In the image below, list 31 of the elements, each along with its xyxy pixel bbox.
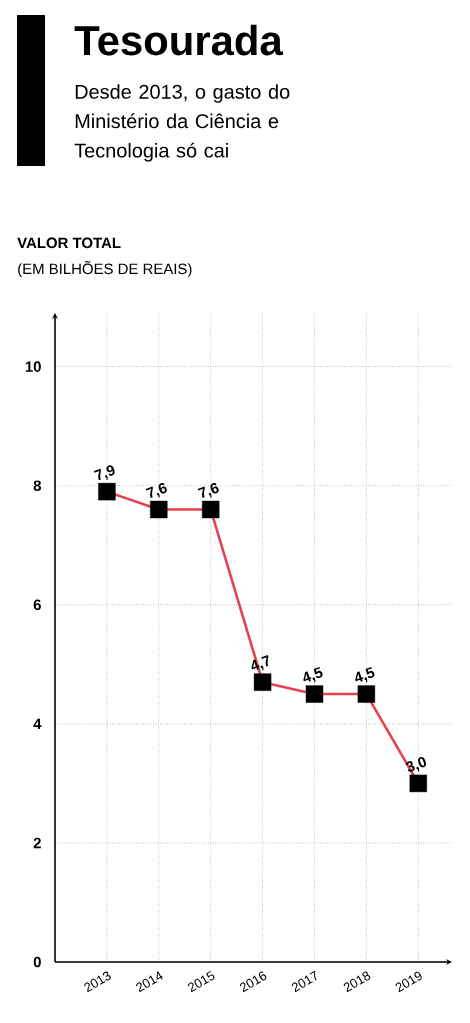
point: [409, 774, 427, 793]
x-tick-label: 2017: [291, 970, 317, 993]
y-tick-label: 4: [33, 718, 42, 729]
chart-subtitle: Desde 2013, o gasto do Ministério da Ciência e Tecnologia só cai: [74, 84, 290, 162]
data-label: 7,6: [145, 482, 167, 499]
data-label: 4,5: [303, 666, 323, 683]
data-label: 7,9: [93, 465, 115, 481]
y-tick-label: 10: [25, 361, 41, 372]
y-tick-label: 2: [33, 837, 41, 849]
point: [357, 685, 376, 703]
chart-title: Tesourada: [74, 24, 283, 56]
y-tick-label: 8: [33, 480, 42, 491]
point: [201, 500, 220, 519]
point: [98, 482, 116, 501]
data-label: 4,7: [251, 654, 269, 671]
y-tick-label: 6: [33, 599, 41, 611]
x-tick-label: 2018: [343, 971, 371, 993]
y-tick-label: 0: [33, 956, 41, 968]
x-tick-label: 2014: [136, 971, 163, 993]
point: [253, 673, 272, 691]
data-label: 3,0: [405, 756, 426, 772]
point: [305, 685, 324, 703]
x-tick-label: 2019: [395, 971, 422, 993]
x-tick-label: 2016: [239, 971, 267, 993]
text: (EM BILHÕES DE REAIS): [18, 260, 192, 278]
text: VALOR TOTAL: [17, 237, 121, 249]
point: [150, 500, 168, 519]
x-tick-label: 2015: [188, 970, 215, 993]
x-tick-label: 2013: [84, 971, 111, 993]
data-label: 4,5: [355, 666, 375, 683]
data-label: 7,6: [197, 482, 219, 499]
